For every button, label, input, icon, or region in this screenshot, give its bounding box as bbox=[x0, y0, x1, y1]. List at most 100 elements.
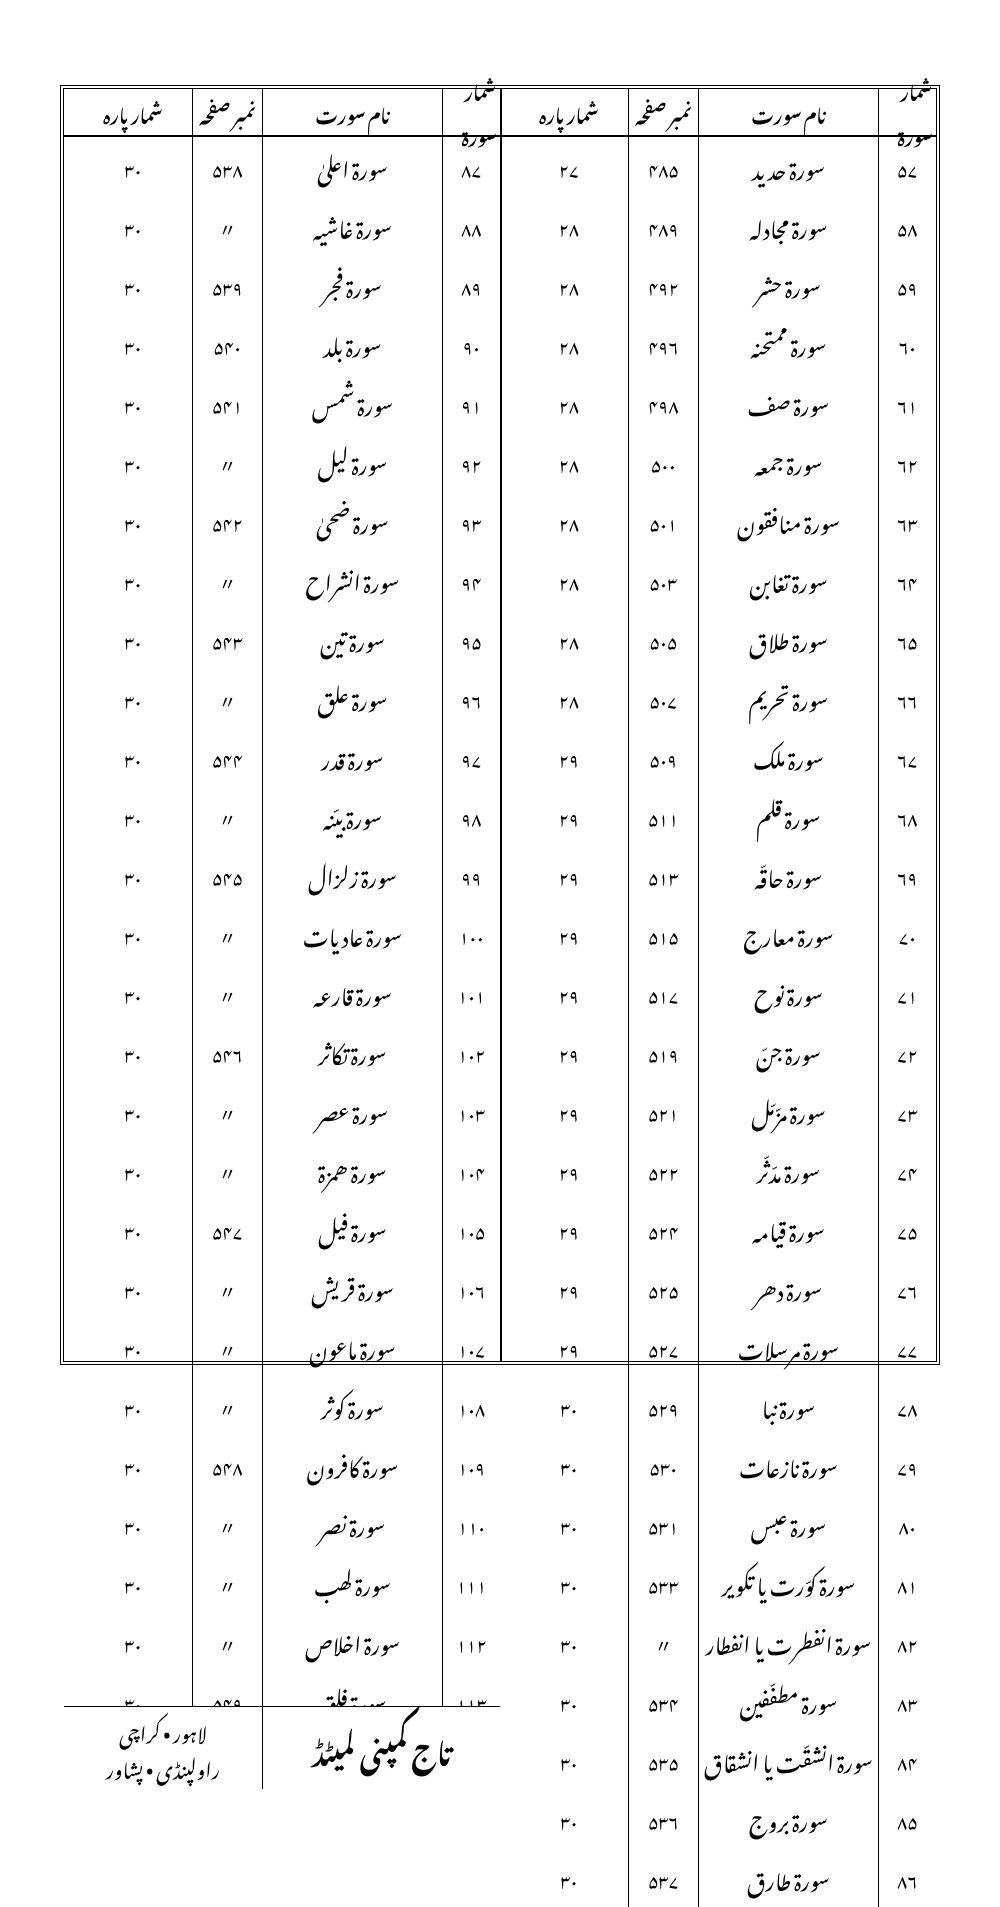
sura-number: ۹۵ bbox=[442, 609, 500, 668]
sura-name: سورۃ حاقّہ bbox=[698, 845, 878, 904]
table-row: ۷۱سورۃ نوح۵۱۷۲۹ bbox=[502, 963, 936, 1022]
sura-name: سورۃ قیامہ bbox=[698, 1199, 878, 1258]
page-number: ۵۱۷ bbox=[628, 963, 698, 1022]
page-number: ۵۱۱ bbox=[628, 786, 698, 845]
sura-number: ۶۲ bbox=[878, 432, 936, 491]
sura-number: ۹۴ bbox=[442, 550, 500, 609]
sura-number: ۹۸ bbox=[442, 786, 500, 845]
page-number: ۵۳۵ bbox=[628, 1730, 698, 1789]
page-number: 〃 bbox=[192, 668, 262, 727]
sura-name: سورۃ طارق bbox=[698, 1848, 878, 1907]
sura-number: ۷۰ bbox=[878, 904, 936, 963]
sura-name: سورۃ نصر bbox=[262, 1494, 442, 1553]
page-number: ۵۴۸ bbox=[192, 1435, 262, 1494]
para-number: ۳۰ bbox=[74, 196, 192, 255]
hdr-sura-num: شمار سورۃ bbox=[878, 89, 936, 135]
sura-number: ۶۰ bbox=[878, 314, 936, 373]
page-number: ۵۱۳ bbox=[628, 845, 698, 904]
page-number: 〃 bbox=[192, 1376, 262, 1435]
publisher-block: تاج کمپنی لمیٹڈ لاہور • کراچی راولپنڈی •… bbox=[64, 1706, 500, 1789]
page-number: ۴۹۲ bbox=[628, 255, 698, 314]
para-number: ۲۸ bbox=[510, 196, 628, 255]
table-row: ۱۰۷سورۃ ماعون〃۳۰ bbox=[64, 1317, 500, 1376]
left-half: شمار سورۃ نام سورت نمبر صفحہ شمار پارہ ۸… bbox=[64, 89, 500, 1361]
table-row: ۶۹سورۃ حاقّہ۵۱۳۲۹ bbox=[502, 845, 936, 904]
page-number: ۵۲۱ bbox=[628, 1081, 698, 1140]
table-row: ۱۰۹سورۃ کافرون۵۴۸۳۰ bbox=[64, 1435, 500, 1494]
sura-number: ۱۰۷ bbox=[442, 1317, 500, 1376]
para-number: ۳۰ bbox=[74, 963, 192, 1022]
table-row: ۹۱سورۃ شمس۵۴۱۳۰ bbox=[64, 373, 500, 432]
hdr-sura-num: شمار سورۃ bbox=[442, 89, 500, 135]
table-row: ۷۸سورۃ نبا۵۲۹۳۰ bbox=[502, 1376, 936, 1435]
sura-name: سورۃ کافرون bbox=[262, 1435, 442, 1494]
left-rows: ۸۷سورۃ اعلیٰ۵۳۸۳۰۸۸سورۃ غاشیہ〃۳۰۸۹سورۃ ف… bbox=[64, 137, 500, 1789]
para-number: ۳۰ bbox=[74, 314, 192, 373]
table-row: ۷۷سورۃ مرسلات۵۲۷۲۹ bbox=[502, 1317, 936, 1376]
sura-name: سورۃ انفطرت یا انفطار bbox=[698, 1612, 878, 1671]
page-number: 〃 bbox=[628, 1612, 698, 1671]
para-number: ۳۰ bbox=[74, 1199, 192, 1258]
table-row: ۸۵سورۃ بروج۵۳۶۳۰ bbox=[502, 1789, 936, 1848]
para-number: ۳۰ bbox=[74, 1081, 192, 1140]
sura-name: سورۃ اخلاص bbox=[262, 1612, 442, 1671]
sura-name: سورۃ لھب bbox=[262, 1553, 442, 1612]
right-half: شمار سورۃ نام سورت نمبر صفحہ شمار پارہ ۵… bbox=[500, 89, 936, 1361]
sura-name: سورۃ کوّرت یا تکویر bbox=[698, 1553, 878, 1612]
sura-number: ۱۰۹ bbox=[442, 1435, 500, 1494]
sura-number: ۶۴ bbox=[878, 550, 936, 609]
sura-number: ۶۶ bbox=[878, 668, 936, 727]
page-number: ۵۴۵ bbox=[192, 845, 262, 904]
index-table-frame: شمار سورۃ نام سورت نمبر صفحہ شمار پارہ ۵… bbox=[60, 85, 940, 1365]
sura-name: سورۃ مزّمّل bbox=[698, 1081, 878, 1140]
table-row: ۶۲سورۃ جمعہ۵۰۰۲۸ bbox=[502, 432, 936, 491]
sura-name: سورۃ عادیات bbox=[262, 904, 442, 963]
sura-name: سورۃ عبس bbox=[698, 1494, 878, 1553]
table-row: ۸۳سورۃ مطفّفین۵۳۴۳۰ bbox=[502, 1671, 936, 1730]
para-number: ۳۰ bbox=[74, 1022, 192, 1081]
sura-number: ۱۱۰ bbox=[442, 1494, 500, 1553]
sura-name: سورۃ نوح bbox=[698, 963, 878, 1022]
page-number: ۴۹۶ bbox=[628, 314, 698, 373]
sura-number: ۷۱ bbox=[878, 963, 936, 1022]
para-number: ۳۰ bbox=[74, 1553, 192, 1612]
sura-number: ۹۹ bbox=[442, 845, 500, 904]
page-number: ۵۴۷ bbox=[192, 1199, 262, 1258]
para-number: ۲۹ bbox=[510, 1140, 628, 1199]
cities-line-1: لاہور • کراچی bbox=[119, 1712, 207, 1748]
sura-name: سورۃ فجر bbox=[262, 255, 442, 314]
sura-name: سورۃ جنّ bbox=[698, 1022, 878, 1081]
sura-name: سورۃ علق bbox=[262, 668, 442, 727]
hdr-sura-name: نام سورت bbox=[698, 89, 878, 135]
para-number: ۲۹ bbox=[510, 904, 628, 963]
header-row-right: شمار سورۃ نام سورت نمبر صفحہ شمار پارہ bbox=[502, 89, 936, 137]
publisher-name: تاج کمپنی لمیٹڈ bbox=[312, 1713, 451, 1783]
page-number: ۵۳۴ bbox=[628, 1671, 698, 1730]
table-row: ۶۵سورۃ طلاق۵۰۵۲۸ bbox=[502, 609, 936, 668]
para-number: ۳۰ bbox=[74, 491, 192, 550]
para-number: ۲۹ bbox=[510, 1258, 628, 1317]
sura-number: ۷۴ bbox=[878, 1140, 936, 1199]
sura-name: سورۃ مجادلہ bbox=[698, 196, 878, 255]
page-number: ۵۴۶ bbox=[192, 1022, 262, 1081]
sura-name: سورۃ بلد bbox=[262, 314, 442, 373]
para-number: ۲۸ bbox=[510, 373, 628, 432]
sura-name: سورۃ شمس bbox=[262, 373, 442, 432]
table-row: ۸۱سورۃ کوّرت یا تکویر۵۳۳۳۰ bbox=[502, 1553, 936, 1612]
para-number: ۳۰ bbox=[510, 1553, 628, 1612]
para-number: ۲۹ bbox=[510, 845, 628, 904]
table-row: ۸۴سورۃ انشقّت یا انشقاق۵۳۵۳۰ bbox=[502, 1730, 936, 1789]
para-number: ۲۸ bbox=[510, 314, 628, 373]
sura-name: سورۃ ھمزۃ bbox=[262, 1140, 442, 1199]
para-number: ۳۰ bbox=[510, 1789, 628, 1848]
sura-name: سورۃ دھر bbox=[698, 1258, 878, 1317]
publisher-cities: لاہور • کراچی راولپنڈی • پشاور bbox=[64, 1707, 262, 1789]
page-number: 〃 bbox=[192, 904, 262, 963]
sura-name: سورۃ اعلیٰ bbox=[262, 137, 442, 196]
sura-number: ۱۰۵ bbox=[442, 1199, 500, 1258]
table-row: ۶۸سورۃ قلم۵۱۱۲۹ bbox=[502, 786, 936, 845]
hdr-para: شمار پارہ bbox=[510, 89, 628, 135]
page-number: ۵۰۱ bbox=[628, 491, 698, 550]
table-row: ۱۰۸سورۃ کوثر〃۳۰ bbox=[64, 1376, 500, 1435]
table-row: ۹۹سورۃ زلزال۵۴۵۳۰ bbox=[64, 845, 500, 904]
